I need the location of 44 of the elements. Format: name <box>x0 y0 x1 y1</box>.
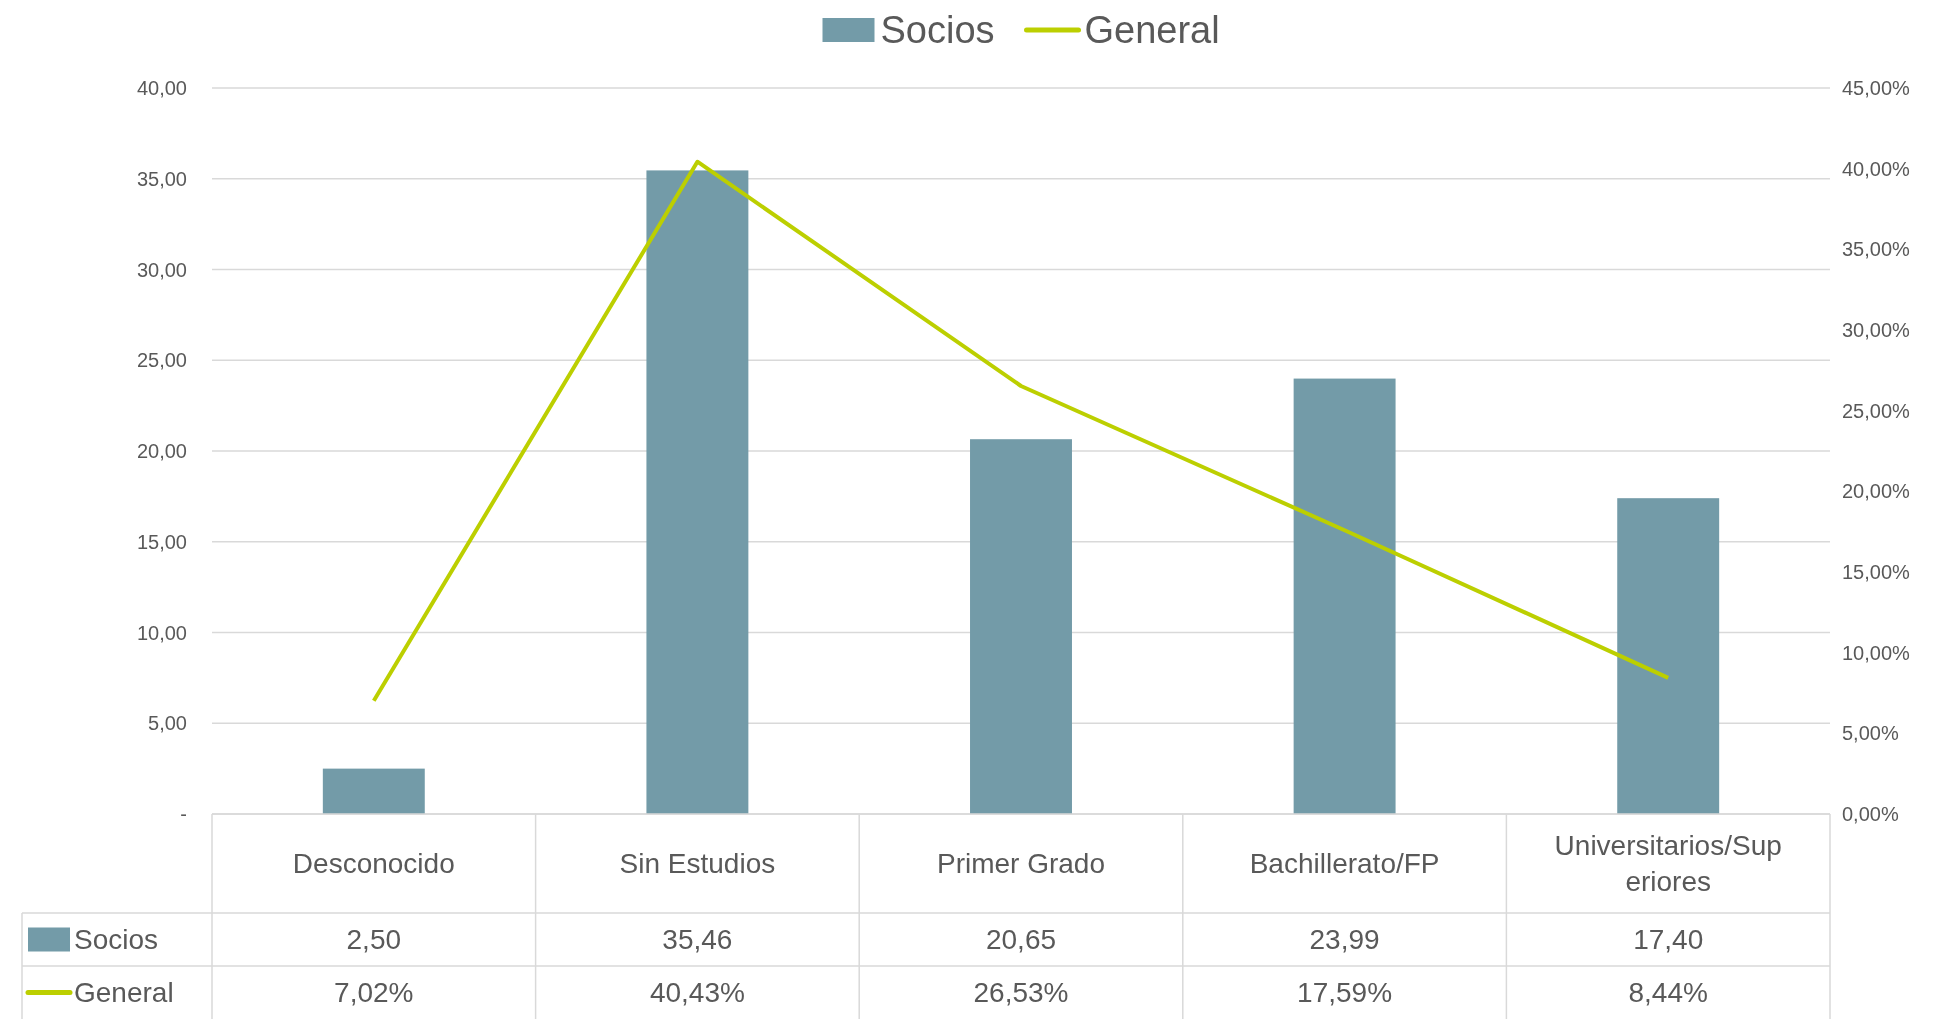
y2-tick-label: 5,00% <box>1842 722 1899 745</box>
bar <box>1293 378 1396 814</box>
text: Socios <box>74 924 159 956</box>
y2-tick-label: 35,00% <box>1842 238 1911 261</box>
y2-tick-label: 40,00% <box>1842 157 1911 180</box>
data-label: 2,50 <box>346 924 402 956</box>
data-label: 17,59% <box>1297 977 1393 1009</box>
y2-tick-label: 15,00% <box>1842 561 1911 583</box>
bar <box>970 439 1072 814</box>
y2-tick-label: 0,00% <box>1842 803 1899 825</box>
data-label: 20,65 <box>985 924 1057 956</box>
y-tick-label: - <box>180 803 187 825</box>
y2-tick-label: 20,00% <box>1842 480 1911 503</box>
y-tick-label: 5,00 <box>148 712 187 735</box>
y2-tick-label: 25,00% <box>1842 399 1911 422</box>
y-tick-label: 10,00 <box>136 621 187 644</box>
bar <box>646 170 749 814</box>
y2-tick-label: 10,00% <box>1842 641 1911 664</box>
data-label: 26,53% <box>973 977 1069 1009</box>
bar <box>322 768 425 814</box>
y-tick-label: 35,00 <box>136 167 187 190</box>
x-tick-label: Primer Grado <box>936 848 1106 880</box>
y-tick-label: 15,00 <box>136 530 187 553</box>
y-tick-label: 40,00 <box>136 77 187 99</box>
x-tick-label: Universitarios/Superiores <box>1554 830 1782 898</box>
x-tick-label: Sin Estudios <box>619 848 776 880</box>
data-label: 17,40 <box>1633 924 1704 956</box>
x-tick-label: Desconocido <box>292 848 455 880</box>
y-tick-label: 20,00 <box>136 440 187 462</box>
legend-label: General <box>1084 9 1220 52</box>
x-tick-label: Bachillerato/FP <box>1249 848 1440 880</box>
text: General <box>74 977 174 1009</box>
data-label: 23,99 <box>1309 924 1380 956</box>
bar <box>1617 498 1720 814</box>
y2-tick-label: 45,00% <box>1842 77 1911 99</box>
data-label: 8,44% <box>1628 977 1708 1009</box>
line-series <box>371 159 1671 703</box>
legend-label: Socios <box>880 9 995 52</box>
y-tick-label: 25,00 <box>136 349 187 372</box>
data-label: 35,46 <box>662 924 733 956</box>
data-label: 40,43% <box>649 977 745 1009</box>
y2-tick-label: 30,00% <box>1842 319 1911 341</box>
data-label: 7,02% <box>334 977 414 1009</box>
y-tick-label: 30,00 <box>136 258 187 281</box>
